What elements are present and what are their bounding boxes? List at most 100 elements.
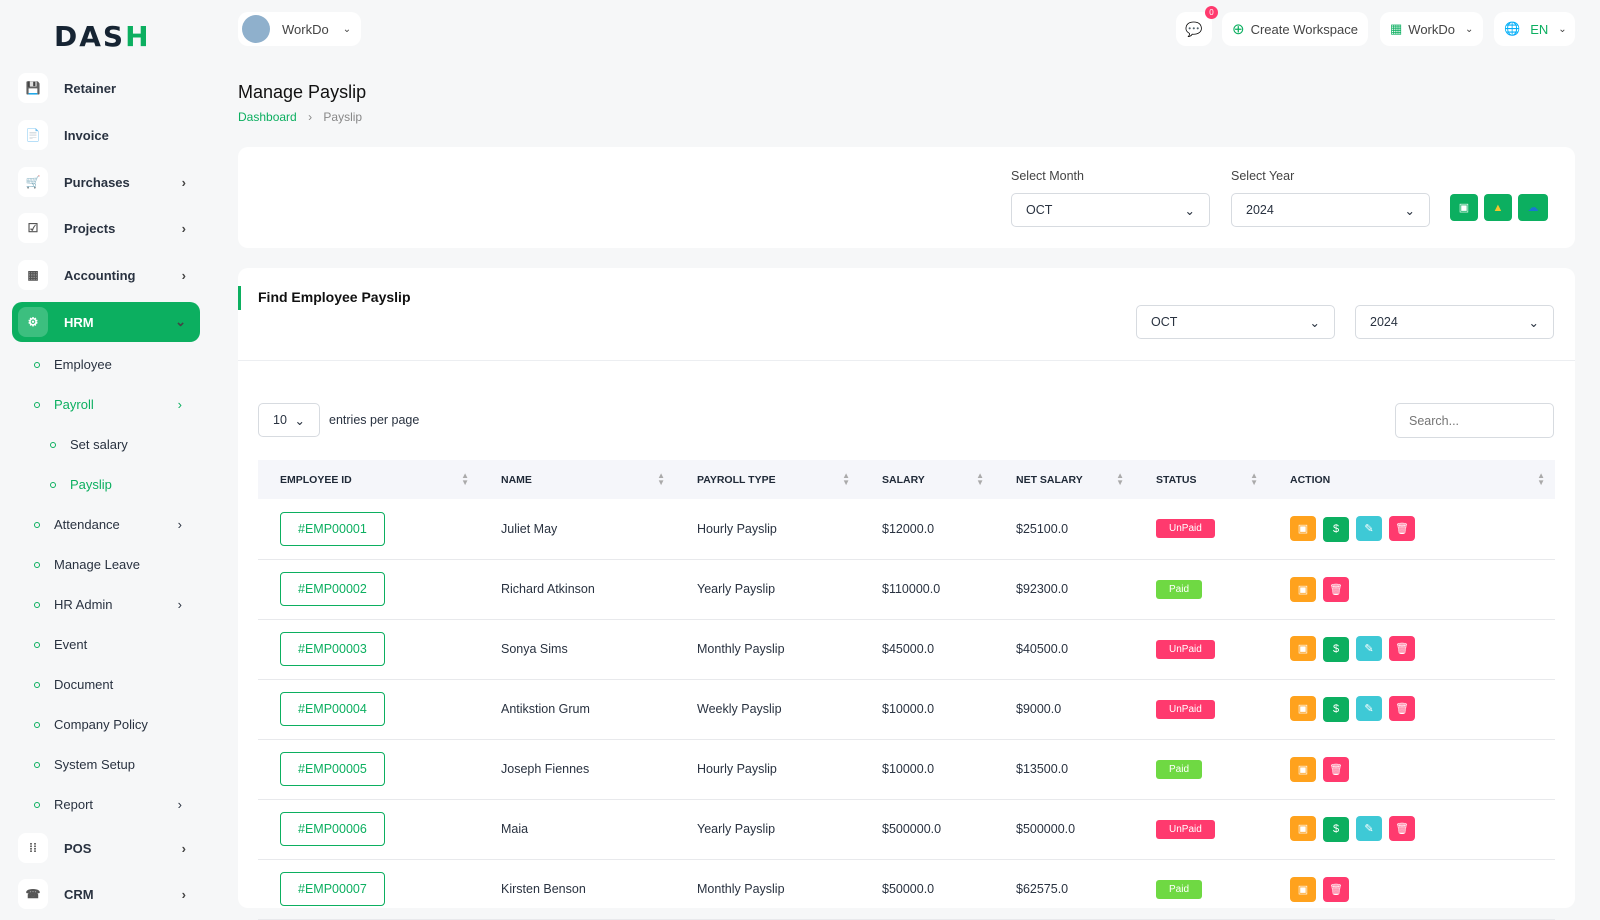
column-header[interactable]: SALARY ▲ ▼ bbox=[860, 460, 994, 499]
sidebar-item-crm[interactable]: ☎ CRM › bbox=[12, 874, 200, 914]
delete-button[interactable]: 🗑 bbox=[1389, 696, 1415, 722]
sidebar-subitem-company-policy[interactable]: Company Policy bbox=[34, 717, 194, 732]
column-header[interactable]: EMPLOYEE ID ▲ ▼ bbox=[258, 460, 479, 499]
employee-id-button[interactable]: #EMP00002 bbox=[280, 572, 385, 606]
trash-icon: 🗑 bbox=[1395, 523, 1409, 535]
cog-icon: ⚙ bbox=[18, 307, 48, 337]
sidebar-item-hrm[interactable]: ⚙ HRM ⌄ bbox=[12, 302, 200, 342]
pay-button[interactable]: $ bbox=[1323, 816, 1349, 842]
sidebar-item-accounting[interactable]: ▦ Accounting › bbox=[12, 255, 200, 295]
google-drive-button[interactable]: ▲ bbox=[1484, 194, 1512, 221]
find-year-select[interactable]: 2024 ⌄ bbox=[1355, 305, 1554, 339]
clipboard-icon: ▣ bbox=[1297, 823, 1309, 836]
delete-button[interactable]: 🗑 bbox=[1323, 876, 1349, 902]
workspace-name: WorkDo bbox=[282, 21, 329, 37]
chevron-right-icon: › bbox=[181, 886, 186, 902]
messages-button[interactable]: 💬 0 bbox=[1176, 6, 1218, 46]
bulk-payment-button[interactable]: ▣ bbox=[1450, 194, 1478, 221]
action-cell: ▣ $ ✎ 🗑 bbox=[1268, 799, 1555, 860]
chevron-right-icon: › bbox=[181, 840, 186, 856]
delete-button[interactable]: 🗑 bbox=[1389, 816, 1415, 842]
delete-button[interactable]: 🗑 bbox=[1323, 576, 1349, 602]
pos-icon: ⁞⁞ bbox=[18, 833, 48, 863]
table-row: #EMP00005 Joseph Fiennes Hourly Payslip … bbox=[258, 739, 1555, 800]
pay-button[interactable]: $ bbox=[1323, 696, 1349, 722]
workspace-switcher[interactable]: WorkDo ⌄ bbox=[238, 12, 362, 46]
sort-icon: ▲ ▼ bbox=[657, 471, 665, 487]
column-header[interactable]: PAYROLL TYPE ▲ ▼ bbox=[675, 460, 860, 499]
column-header[interactable]: ACTION ▲ ▼ bbox=[1268, 460, 1555, 499]
column-header[interactable]: NET SALARY ▲ ▼ bbox=[994, 460, 1134, 499]
sidebar-item-projects[interactable]: ☑ Projects › bbox=[12, 208, 200, 248]
employee-id-button[interactable]: #EMP00001 bbox=[280, 511, 385, 546]
action-cell: ▣ $ ✎ 🗑 bbox=[1268, 679, 1555, 740]
view-payslip-button[interactable]: ▣ bbox=[1290, 876, 1316, 902]
globe-icon: 🌐 bbox=[1504, 21, 1521, 36]
employee-id-button[interactable]: #EMP00005 bbox=[280, 752, 385, 786]
year-select[interactable]: 2024 ⌄ bbox=[1231, 193, 1430, 227]
sidebar-item-purchases[interactable]: 🛒 Purchases › bbox=[12, 162, 200, 202]
view-payslip-button[interactable]: ▣ bbox=[1290, 756, 1316, 782]
sidebar-subitem-event[interactable]: Event bbox=[34, 637, 194, 652]
sidebar-subitem-payslip[interactable]: Payslip bbox=[50, 477, 210, 492]
chevron-down-icon: ⌄ bbox=[294, 413, 305, 428]
language-dropdown[interactable]: 🌐 EN ⌄ bbox=[1494, 12, 1575, 46]
status-badge: UnPaid bbox=[1156, 519, 1215, 539]
delete-button[interactable]: 🗑 bbox=[1323, 756, 1349, 782]
google-drive-icon: ▲ bbox=[1492, 201, 1504, 214]
edit-button[interactable]: ✎ bbox=[1356, 516, 1382, 541]
find-month-select[interactable]: OCT ⌄ bbox=[1136, 305, 1335, 339]
month-select[interactable]: OCT ⌄ bbox=[1011, 193, 1210, 227]
sidebar-item-invoice[interactable]: 📄 Invoice bbox=[12, 115, 200, 155]
employee-id-button[interactable]: #EMP00003 bbox=[280, 632, 385, 666]
edit-button[interactable]: ✎ bbox=[1356, 636, 1382, 662]
workdo-dropdown[interactable]: ▦ WorkDo ⌄ bbox=[1380, 12, 1484, 46]
sidebar-subitem-system-setup[interactable]: System Setup bbox=[34, 757, 194, 772]
view-payslip-button[interactable]: ▣ bbox=[1290, 636, 1316, 662]
sidebar-subitem-manage-leave[interactable]: Manage Leave bbox=[34, 557, 194, 572]
find-year-value: 2024 bbox=[1370, 315, 1398, 329]
breadcrumb-dashboard[interactable]: Dashboard bbox=[238, 110, 297, 124]
clipboard-icon: ▣ bbox=[1297, 883, 1309, 896]
delete-button[interactable]: 🗑 bbox=[1389, 516, 1415, 541]
logo[interactable]: DASH bbox=[54, 20, 151, 53]
sidebar-subitem-attendance[interactable]: Attendance › bbox=[34, 517, 194, 532]
employee-id-button[interactable]: #EMP00006 bbox=[280, 812, 385, 846]
create-workspace-button[interactable]: ⊕ Create Workspace bbox=[1222, 12, 1368, 46]
view-payslip-button[interactable]: ▣ bbox=[1290, 696, 1316, 722]
pay-button[interactable]: $ bbox=[1323, 516, 1349, 542]
employee-id-button[interactable]: #EMP00004 bbox=[280, 692, 385, 726]
sidebar-subitem-set-salary[interactable]: Set salary bbox=[50, 437, 210, 452]
edit-button[interactable]: ✎ bbox=[1356, 816, 1382, 842]
sidebar-subitem-payroll[interactable]: Payroll › bbox=[34, 397, 194, 412]
view-payslip-button[interactable]: ▣ bbox=[1290, 576, 1316, 602]
column-header[interactable]: NAME ▲ ▼ bbox=[479, 460, 675, 499]
net-salary: $92300.0 bbox=[994, 559, 1134, 620]
employee-id-button[interactable]: #EMP00007 bbox=[280, 872, 385, 906]
dollar-icon: $ bbox=[1332, 643, 1340, 656]
search-input[interactable] bbox=[1395, 403, 1554, 438]
subitem-label: Payslip bbox=[70, 477, 112, 492]
chevron-right-icon: › bbox=[177, 797, 182, 812]
bullet-icon bbox=[34, 761, 40, 768]
view-payslip-button[interactable]: ▣ bbox=[1290, 816, 1316, 842]
pay-button[interactable]: $ bbox=[1323, 636, 1349, 662]
onedrive-button[interactable]: ☁ bbox=[1518, 194, 1548, 221]
sidebar-subitem-report[interactable]: Report › bbox=[34, 797, 194, 812]
sidebar-item-label: Accounting bbox=[64, 267, 136, 283]
subitem-label: Report bbox=[54, 797, 94, 812]
sidebar-item-label: POS bbox=[64, 840, 92, 856]
per-page-select[interactable]: 10 ⌄ bbox=[258, 403, 320, 437]
edit-button[interactable]: ✎ bbox=[1356, 696, 1382, 722]
sidebar-item-retainer[interactable]: 💾 Retainer bbox=[12, 68, 200, 108]
view-payslip-button[interactable]: ▣ bbox=[1290, 516, 1316, 541]
sidebar-subitem-hr-admin[interactable]: HR Admin › bbox=[34, 597, 194, 612]
column-label: NAME bbox=[501, 473, 532, 486]
delete-button[interactable]: 🗑 bbox=[1389, 636, 1415, 662]
column-header[interactable]: STATUS ▲ ▼ bbox=[1134, 460, 1268, 499]
sidebar-subitem-document[interactable]: Document bbox=[34, 677, 194, 692]
subitem-label: Employee bbox=[54, 357, 112, 372]
sidebar-item-pos[interactable]: ⁞⁞ POS › bbox=[12, 828, 200, 868]
sidebar-subitem-employee[interactable]: Employee bbox=[34, 357, 194, 372]
sort-icon: ▲ ▼ bbox=[976, 471, 984, 487]
